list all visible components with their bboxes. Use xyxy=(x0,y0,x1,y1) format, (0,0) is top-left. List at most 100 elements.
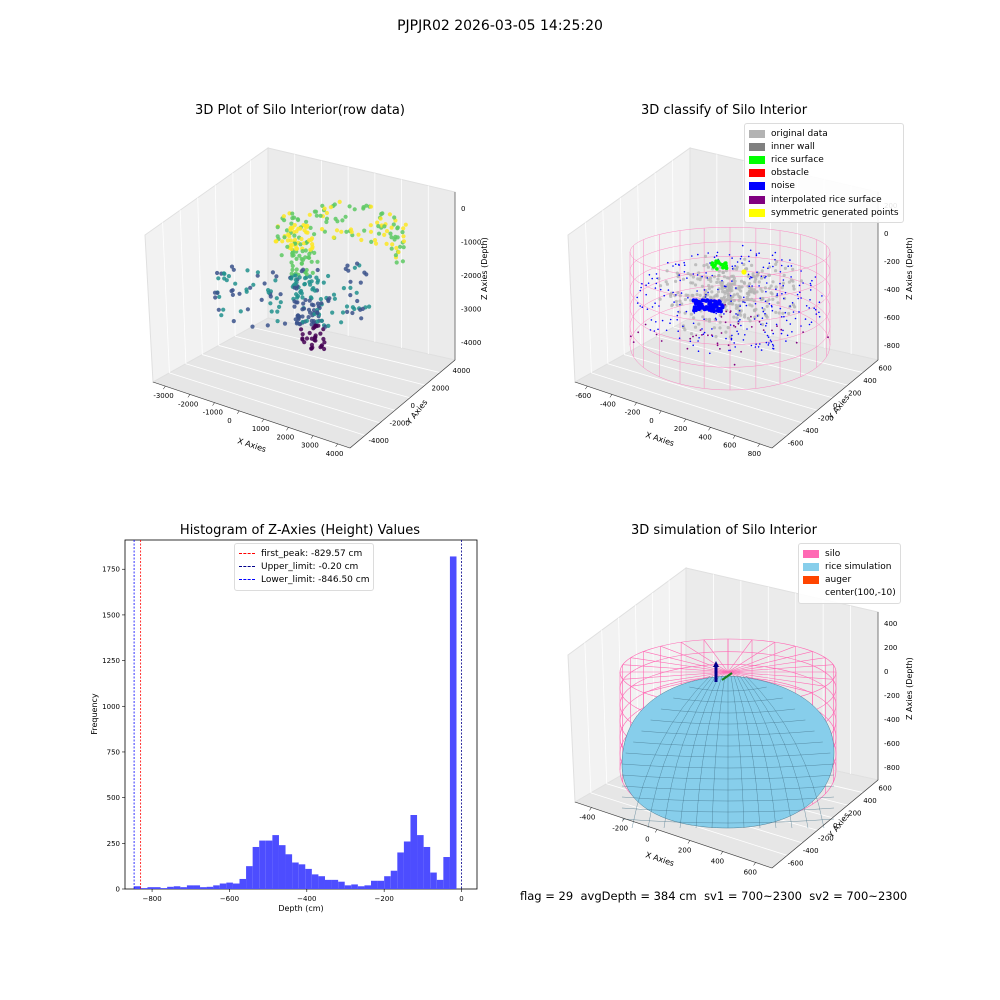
gridline xyxy=(235,335,426,386)
noise-point xyxy=(636,302,639,304)
silo-roof-spoke xyxy=(727,642,776,673)
noise-point xyxy=(737,314,739,316)
original-data-point xyxy=(775,260,779,264)
panel4-xtick-mark xyxy=(687,840,691,844)
panel1-xtick-mark xyxy=(335,443,338,448)
original-data-point xyxy=(745,267,749,271)
data-point xyxy=(312,232,317,237)
data-point xyxy=(375,220,380,225)
panel2-xtick-mark xyxy=(757,443,760,448)
y-tick-label: 1000 xyxy=(102,703,120,711)
data-point xyxy=(215,290,220,295)
original-data-point xyxy=(683,311,687,315)
data-point xyxy=(401,234,406,239)
gridline xyxy=(602,210,609,364)
data-point xyxy=(339,320,344,325)
noise-cluster-point xyxy=(719,309,723,314)
noise-point xyxy=(814,276,817,278)
noise-point xyxy=(742,339,745,341)
x-tick-label: −600 xyxy=(220,895,239,903)
original-data-point xyxy=(658,284,663,288)
original-data-point xyxy=(710,285,714,289)
noise-point xyxy=(657,328,659,331)
noise-point xyxy=(679,303,681,306)
data-point xyxy=(313,323,318,328)
data-point xyxy=(326,273,331,279)
panel3-legend: first_peak: -829.57 cm Upper_limit: -0.20… xyxy=(234,543,375,591)
auger-marker xyxy=(721,672,733,681)
histogram-bar xyxy=(259,840,266,889)
original-data-point xyxy=(657,277,661,281)
data-point xyxy=(344,304,350,309)
original-data-point xyxy=(717,273,721,277)
noise-point xyxy=(646,308,649,311)
data-point xyxy=(332,296,337,301)
panel2-title: 3D classify of Silo Interior xyxy=(640,103,808,118)
histogram-bar xyxy=(331,879,339,889)
original-data-point xyxy=(783,266,788,270)
panel2-xtick-mark xyxy=(585,385,588,390)
noise-point xyxy=(645,284,647,287)
y-tick-label: 750 xyxy=(107,748,120,756)
noise-point xyxy=(760,323,762,326)
panel1-ztick: -3000 xyxy=(461,306,481,314)
data-point xyxy=(315,259,320,264)
data-point xyxy=(350,233,355,238)
original-data-point xyxy=(706,277,711,282)
panel4-ytick: 400 xyxy=(863,797,876,805)
data-point xyxy=(304,336,310,341)
data-point xyxy=(333,216,338,221)
noise-point xyxy=(665,329,668,332)
noise-point xyxy=(747,273,750,276)
data-point xyxy=(318,331,323,336)
noise-point xyxy=(809,282,812,285)
noise-point xyxy=(775,288,777,291)
original-data-point xyxy=(702,264,706,268)
histogram-bar xyxy=(324,879,332,889)
original-data-point xyxy=(771,280,775,284)
noise-point xyxy=(669,322,671,325)
data-point xyxy=(298,290,303,295)
histogram-bar xyxy=(180,887,187,889)
data-point xyxy=(315,267,320,273)
interpolated-point xyxy=(716,344,719,347)
data-point xyxy=(295,217,300,222)
data-point xyxy=(310,270,315,275)
interpolated-point xyxy=(776,325,778,327)
data-point xyxy=(358,280,363,285)
data-point xyxy=(275,319,280,324)
original-data-point xyxy=(769,284,773,288)
data-point xyxy=(290,267,295,272)
interpolated-point xyxy=(720,316,723,318)
panel4-xtick-mark xyxy=(720,851,723,855)
panel1-xtick: 3000 xyxy=(301,442,319,450)
original-data-point xyxy=(665,282,670,286)
noise-point xyxy=(715,312,717,315)
original-data-point xyxy=(774,285,778,289)
data-point xyxy=(326,323,331,328)
data-point xyxy=(330,310,335,315)
noise-point xyxy=(754,346,757,348)
original-data-point xyxy=(707,319,712,323)
noise-cluster-point xyxy=(694,308,698,313)
original-data-point xyxy=(731,282,735,286)
noise-point xyxy=(737,333,740,335)
panel3-title: Histogram of Z-Axies (Height) Values xyxy=(179,523,421,538)
data-point xyxy=(309,322,314,327)
gridline xyxy=(197,197,203,355)
original-data-point xyxy=(724,298,728,302)
original-data-point xyxy=(728,335,733,339)
data-point xyxy=(282,235,287,240)
panel2-legend-label: obstacle xyxy=(771,168,809,179)
data-point xyxy=(216,307,221,312)
data-point xyxy=(378,216,383,221)
histogram-bar xyxy=(292,862,299,889)
original-data-point xyxy=(691,275,696,279)
silo-roof-spoke xyxy=(727,671,826,687)
data-point xyxy=(389,246,394,251)
data-point xyxy=(294,256,299,261)
panel1-xtick: -3000 xyxy=(153,392,173,400)
data-point xyxy=(350,310,355,316)
silo-roof-spoke xyxy=(727,645,796,673)
original-data-point xyxy=(765,315,769,319)
